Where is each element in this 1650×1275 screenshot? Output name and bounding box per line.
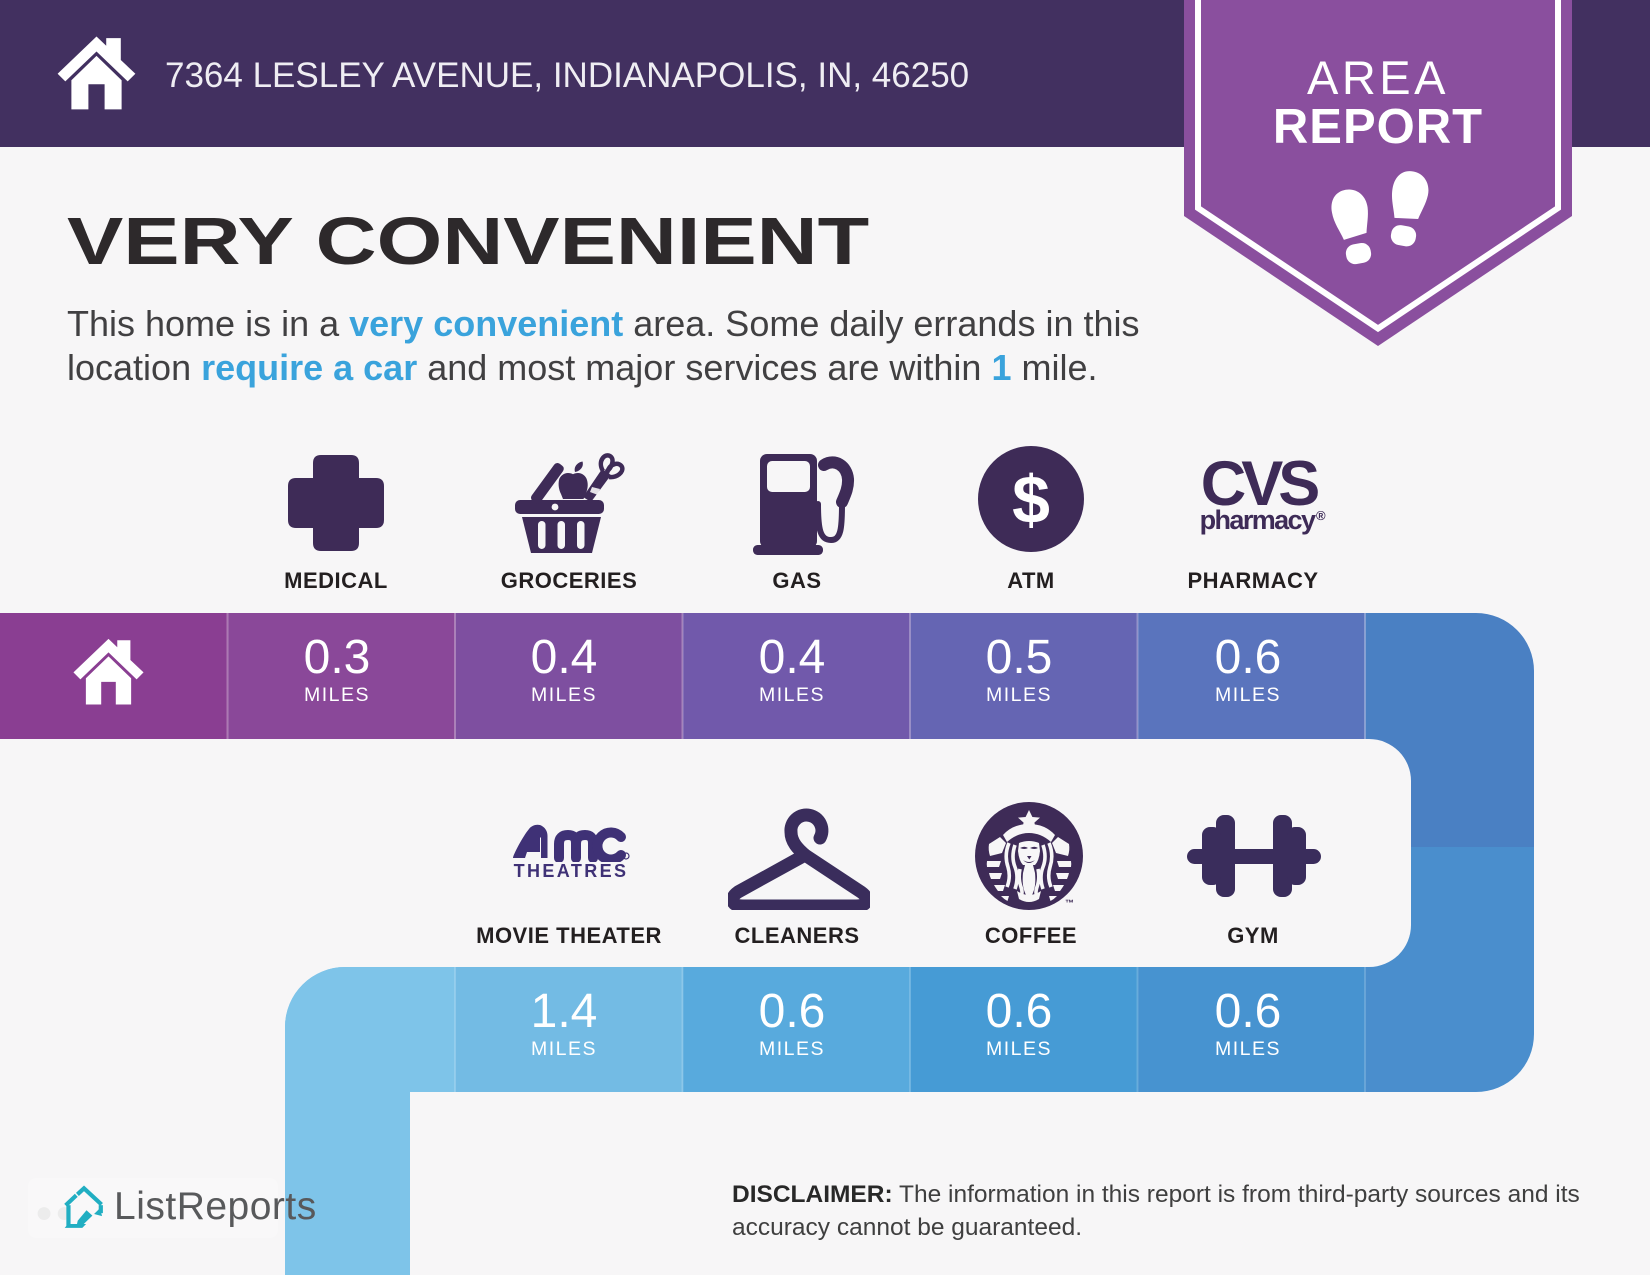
svg-text:$: $ — [1012, 462, 1050, 538]
svg-text:™: ™ — [1065, 898, 1074, 908]
svg-text:AREA: AREA — [1307, 51, 1449, 104]
svg-text:REPORT: REPORT — [1273, 100, 1483, 154]
